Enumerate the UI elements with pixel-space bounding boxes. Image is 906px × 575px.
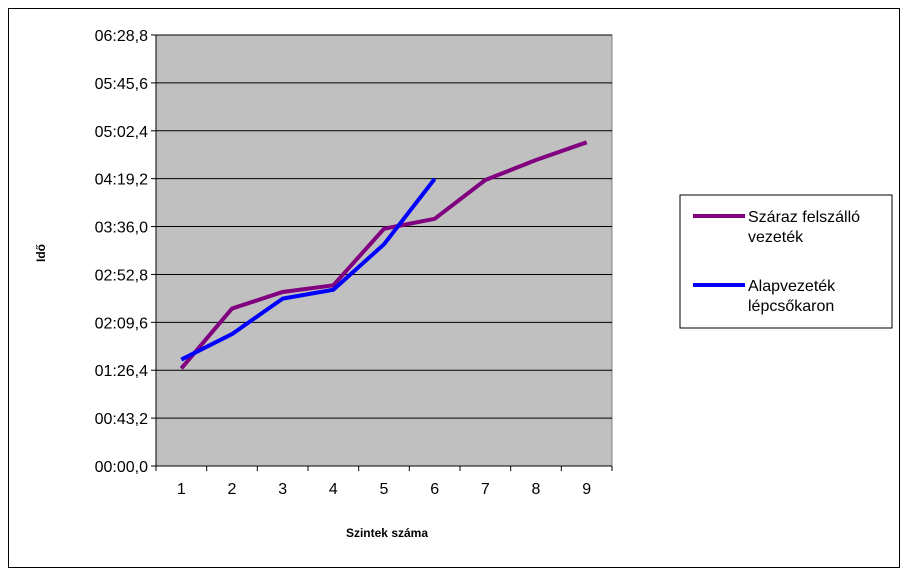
x-tick-label: 4 (329, 481, 338, 498)
plot-area (155, 34, 613, 467)
x-tick-label: 8 (532, 481, 541, 498)
y-tick-label: 04:19,2 (95, 172, 148, 189)
x-tick-label: 5 (380, 481, 389, 498)
line-chart: 00:00,0 00:43,2 01:26,4 02:09,6 02:52,8 03:36… (34, 28, 893, 540)
series-line-1 (179, 140, 588, 370)
x-tick-label: 1 (177, 481, 186, 498)
y-tick-label: 02:09,6 (95, 315, 148, 332)
x-tick-label: 6 (430, 481, 439, 498)
y-tick-label: 06:28,8 (95, 28, 148, 45)
chart-frame: 00:00,0 00:43,2 01:26,4 02:09,6 02:52,8 03:36… (8, 8, 900, 568)
y-tick-label: 02:52,8 (95, 267, 148, 284)
y-tick-label: 03:36,0 (95, 220, 148, 237)
x-tick-label: 9 (582, 481, 591, 498)
x-tick-label: 3 (278, 481, 287, 498)
legend: Száraz felszálló vezeték Alapvezeték lépcs… (679, 194, 893, 329)
y-tick-label: 05:45,6 (95, 76, 148, 93)
x-axis-label: Szintek száma (346, 526, 428, 540)
x-tick-label: 2 (228, 481, 237, 498)
legend-label-series-2: Alapvezeték lépcsőkaron (748, 278, 836, 315)
y-tick-label: 00:00,0 (95, 459, 148, 476)
y-tick-label: 01:26,4 (95, 363, 148, 380)
y-axis-label: Idő (34, 244, 48, 262)
series-line-2 (180, 177, 437, 362)
grid-lines (156, 34, 612, 419)
series-lines (179, 140, 588, 370)
axes: 00:00,0 00:43,2 01:26,4 02:09,6 02:52,8 03:36… (95, 28, 613, 498)
legend-label-series-1: Száraz felszálló vezeték (748, 209, 860, 246)
y-tick-label: 00:43,2 (95, 411, 148, 428)
x-tick-label: 7 (481, 481, 490, 498)
y-tick-label: 05:02,4 (95, 124, 148, 141)
